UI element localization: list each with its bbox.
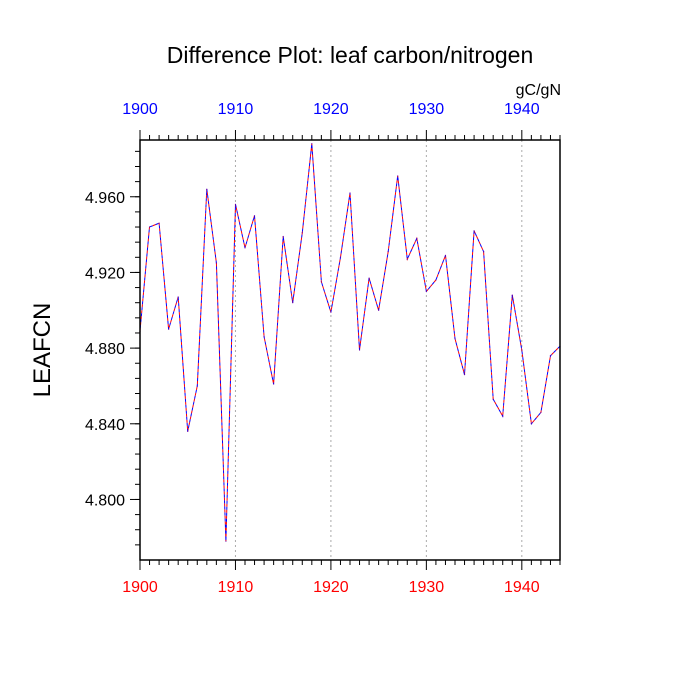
data-point-1937 xyxy=(492,398,494,400)
x-tick-label-top-1910: 1910 xyxy=(218,101,254,118)
series-line-0-b xyxy=(139,143,561,542)
data-point-1907 xyxy=(206,188,208,190)
data-point-1901 xyxy=(148,226,151,228)
plot-frame xyxy=(139,139,561,561)
units-label: gC/gN xyxy=(516,82,561,99)
data-point-1929 xyxy=(416,237,418,239)
data-point-1926 xyxy=(387,251,389,253)
data-point-1914 xyxy=(273,383,275,385)
x-tick-label-top-1920: 1920 xyxy=(313,101,349,118)
y-tick-label-4.840: 4.840 xyxy=(85,417,125,434)
chart-title: Difference Plot: leaf carbon/nitrogen xyxy=(167,42,534,68)
data-point-1908 xyxy=(215,262,217,264)
data-point-1933 xyxy=(454,338,456,340)
x-tick-label-top-1930: 1930 xyxy=(409,101,445,118)
data-point-1936 xyxy=(483,251,485,253)
data-point-1918 xyxy=(311,143,313,145)
data-point-1930 xyxy=(425,290,427,292)
ticks-group: 1900 1900 1910 1910 1920 1920 1930 1930 1940 1940… xyxy=(85,101,561,596)
data-point-1913 xyxy=(263,336,265,338)
data-point-1911 xyxy=(244,247,246,249)
x-tick-label-bottom-1940: 1940 xyxy=(504,579,540,596)
y-tick-label-4.960: 4.960 xyxy=(85,190,125,207)
data-point-1940 xyxy=(521,349,523,351)
grid xyxy=(234,140,523,560)
data-point-1922 xyxy=(349,192,351,194)
data-point-1909 xyxy=(225,540,227,542)
data-point-1917 xyxy=(301,232,303,234)
data-point-1903 xyxy=(168,328,170,330)
data-point-1942 xyxy=(540,411,542,414)
data-point-1921 xyxy=(339,256,342,258)
data-point-1925 xyxy=(378,309,380,311)
y-tick-label-4.800: 4.800 xyxy=(85,492,125,509)
data-point-1902 xyxy=(158,222,160,224)
data-point-1931 xyxy=(435,279,437,281)
x-tick-label-bottom-1910: 1910 xyxy=(218,579,254,596)
data-point-1920 xyxy=(330,311,332,313)
data-point-1943 xyxy=(549,355,552,357)
y-axis-label: LEAFCN xyxy=(29,303,56,398)
x-tick-label-top-1900: 1900 xyxy=(122,101,158,118)
data-point-1924 xyxy=(368,277,370,279)
data-point-1939 xyxy=(511,294,513,296)
y-tick-label-4.880: 4.880 xyxy=(85,341,125,358)
data-point-1919 xyxy=(320,281,322,283)
data-point-1923 xyxy=(358,349,361,351)
data-point-1916 xyxy=(292,302,294,304)
data-point-1910 xyxy=(234,203,237,205)
data-point-1938 xyxy=(502,415,504,417)
y-tick-label-4.920: 4.920 xyxy=(85,265,125,282)
data-point-1915 xyxy=(282,235,284,238)
data-point-1932 xyxy=(444,254,447,257)
series-line-0-a xyxy=(139,143,561,542)
x-tick-label-bottom-1900: 1900 xyxy=(122,579,158,596)
x-tick-label-bottom-1930: 1930 xyxy=(409,579,445,596)
data-point-1935 xyxy=(473,230,475,232)
data-point-1934 xyxy=(463,373,466,376)
x-tick-label-top-1940: 1940 xyxy=(504,101,540,118)
data-point-1912 xyxy=(253,215,256,217)
data-point-1928 xyxy=(406,258,408,260)
data-point-1927 xyxy=(397,175,399,177)
data-point-1905 xyxy=(187,430,189,432)
x-tick-label-bottom-1920: 1920 xyxy=(313,579,349,596)
data-point-1904 xyxy=(177,296,179,298)
series-group xyxy=(139,143,561,542)
data-point-1906 xyxy=(196,385,198,387)
data-point-1941 xyxy=(530,423,532,425)
